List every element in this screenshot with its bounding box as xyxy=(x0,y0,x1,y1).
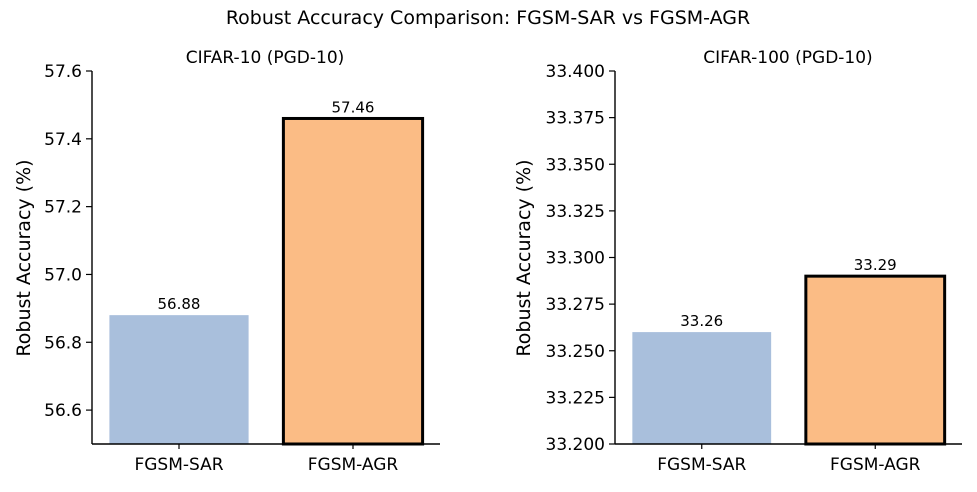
chart-title: CIFAR-100 (PGD-10) xyxy=(703,48,872,68)
y-axis-label: Robust Accuracy (%) xyxy=(513,159,535,356)
y-tick-label: 33.200 xyxy=(546,435,605,455)
bar-value-label: 33.29 xyxy=(854,256,897,274)
x-tick-label: FGSM-SAR xyxy=(134,455,223,475)
y-tick-label: 33.225 xyxy=(546,388,605,408)
figure-title: Robust Accuracy Comparison: FGSM-SAR vs … xyxy=(226,7,750,29)
y-tick-label: 33.325 xyxy=(546,202,605,222)
bar-value-label: 56.88 xyxy=(158,295,201,313)
x-tick-label: FGSM-SAR xyxy=(657,455,746,475)
y-tick-label: 33.300 xyxy=(546,249,605,269)
y-tick-label: 33.375 xyxy=(546,109,605,129)
chart-title: CIFAR-10 (PGD-10) xyxy=(186,48,345,68)
bar-value-label: 57.46 xyxy=(332,98,375,116)
chart-cifar100: CIFAR-100 (PGD-10) Robust Accuracy (%) 3… xyxy=(513,48,962,475)
x-tick-label: FGSM-AGR xyxy=(308,455,399,475)
y-tick-label: 33.400 xyxy=(546,62,605,82)
y-tick-label: 33.275 xyxy=(546,295,605,315)
bar-value-label: 33.26 xyxy=(680,312,723,330)
y-tick-label: 57.0 xyxy=(44,265,82,285)
chart-cifar10: CIFAR-10 (PGD-10) Robust Accuracy (%) 56… xyxy=(13,48,440,475)
bar-fgsm-agr xyxy=(281,116,425,446)
y-tick-label: 57.2 xyxy=(44,198,82,218)
y-tick-label: 57.6 xyxy=(44,62,82,82)
y-axis-label: Robust Accuracy (%) xyxy=(13,159,35,356)
bar-fgsm-sar xyxy=(632,332,772,444)
y-tick-label: 33.250 xyxy=(546,342,605,362)
y-tick-label: 56.6 xyxy=(44,401,82,421)
y-tick-label: 57.4 xyxy=(44,130,82,150)
y-tick-label: 56.8 xyxy=(44,333,82,353)
bar-fgsm-agr xyxy=(804,274,947,446)
x-tick-label: FGSM-AGR xyxy=(830,455,921,475)
y-tick-label: 33.350 xyxy=(546,155,605,175)
bar-fgsm-sar xyxy=(109,315,249,444)
